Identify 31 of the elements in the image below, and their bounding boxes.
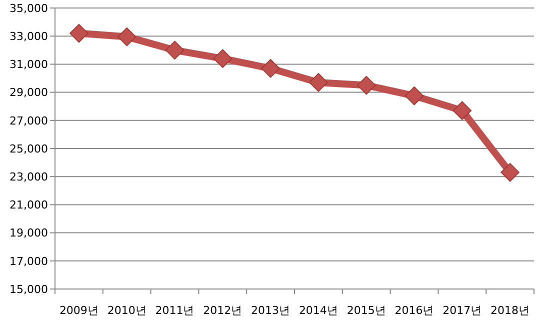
y-tick-label: 19,000 [10, 226, 48, 240]
x-tick-label: 2016년 [394, 304, 434, 317]
y-tick-label: 31,000 [10, 58, 48, 72]
point [261, 59, 280, 78]
point [404, 86, 424, 106]
x-tick-label: 2017년 [442, 304, 482, 317]
x-tick-label: 2015년 [346, 304, 386, 317]
point [356, 76, 376, 95]
x-tick-label: 2018년 [490, 304, 530, 317]
y-tick-label: 35,000 [10, 2, 48, 15]
y-tick-label: 21,000 [10, 198, 48, 212]
y-tick-label: 29,000 [10, 86, 48, 100]
x-tick-label: 2014년 [298, 304, 338, 317]
y-tick-label: 33,000 [10, 30, 48, 43]
point [309, 73, 328, 92]
point [165, 40, 184, 60]
y-tick-label: 15,000 [10, 282, 48, 296]
y-tick-label: 25,000 [10, 142, 48, 156]
point [452, 101, 472, 120]
x-tick-label: 2010년 [107, 304, 146, 317]
x-tick-label: 2011년 [155, 304, 194, 317]
point [213, 49, 232, 68]
y-tick-label: 17,000 [10, 254, 48, 268]
x-tick-label: 2012년 [203, 304, 242, 317]
point [500, 162, 520, 182]
y-tick-label: 23,000 [10, 170, 48, 184]
y-tick-label: 27,000 [10, 114, 48, 128]
x-tick-label: 2013년 [251, 304, 290, 317]
x-tick-label: 2009년 [59, 304, 98, 317]
point [117, 27, 136, 46]
point [70, 24, 88, 43]
